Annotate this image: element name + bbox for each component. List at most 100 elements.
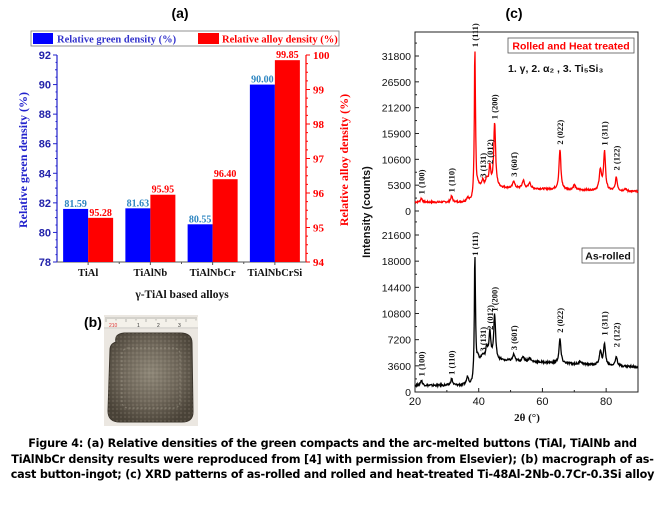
xrd-peak-label: 3 (601̄) xyxy=(509,325,519,350)
y2-tick-label: 97 xyxy=(313,154,325,166)
xrd-y-tick-label: 0 xyxy=(405,206,411,218)
xrd-y-tick-label: 10600 xyxy=(382,154,411,166)
bar-green-density xyxy=(125,208,151,262)
bar-green-density xyxy=(249,84,275,262)
bar-alloy-density xyxy=(212,179,238,262)
y2-tick-label: 99 xyxy=(313,85,325,97)
y2-tick-label: 98 xyxy=(313,119,325,131)
legend-label-alloy: Relative alloy density (%) xyxy=(222,35,338,46)
bar-alloy-density xyxy=(88,217,114,262)
y2-tick-label: 96 xyxy=(313,188,325,200)
bar-green-density xyxy=(63,208,89,262)
xrd-line-heat-treated xyxy=(414,51,639,205)
xrd-line-as-rolled xyxy=(414,256,639,389)
y-tick-label: 88 xyxy=(39,109,51,121)
xrd-peak-label: 1 (200) xyxy=(490,94,500,119)
y-tick-label: 80 xyxy=(39,227,51,239)
y2-tick-label: 100 xyxy=(313,50,330,62)
ruler: 210 1 2 3 xyxy=(104,317,198,329)
panel-a-label: (a) xyxy=(171,5,188,21)
xrd-peak-label: 1 (311) xyxy=(600,311,610,335)
bar-label-alloy: 99.85 xyxy=(276,50,299,61)
xrd-y-tick-label: 31800 xyxy=(382,51,411,63)
xrd-peak-label: 2 (122) xyxy=(611,322,621,347)
figure-caption: Figure 4: (a) Relative densities of the … xyxy=(10,437,655,481)
ruler-mark-2: 2 xyxy=(157,323,160,329)
xrd-peak-label: 3 (131) xyxy=(478,327,488,352)
xrd-peak-label: 1 (111) xyxy=(470,23,480,47)
xrd-y-label: Intensity (counts) xyxy=(361,166,373,258)
xrd-peak-label: 2 (012) xyxy=(485,305,495,330)
xrd-x-label: 2θ (°) xyxy=(514,412,540,424)
panel-b-label: (b) xyxy=(84,314,102,330)
ruler-mark-0: 210 xyxy=(109,323,118,329)
legend-label-green: Relative green density (%) xyxy=(57,35,177,46)
x-tick-label: TiAlNbCr xyxy=(190,268,236,279)
y-tick-label: 86 xyxy=(39,139,51,151)
y-tick-label: 90 xyxy=(39,80,51,92)
xrd-peak-label: 2 (022) xyxy=(555,120,565,145)
xrd-peak-label: 1 (100) xyxy=(416,351,426,376)
legend-swatch-green xyxy=(33,33,53,44)
bar-chart-y2-label: Relative alloy density (%) xyxy=(337,94,351,226)
xrd-y-tick-label: 0 xyxy=(405,387,411,399)
y-tick-label: 78 xyxy=(39,257,51,269)
legend-swatch-alloy xyxy=(198,33,219,44)
xrd-peak-label: 3 (601̄) xyxy=(509,152,519,177)
bar-alloy-density xyxy=(274,60,300,262)
xrd-axes: 20 40 60 80 0 5300 10600 15900 21200 26500 31800 0 3… xyxy=(382,42,639,408)
bar-chart-y-label: Relative green density (%) xyxy=(16,92,30,228)
x-tick-label: TiAlNb xyxy=(134,268,168,279)
bar-chart-x-label: γ-TiAl based alloys xyxy=(134,289,229,301)
xrd-x-tick-label: 60 xyxy=(536,396,548,408)
xrd-y-tick-label: 21600 xyxy=(382,230,411,242)
xrd-x-tick-label: 20 xyxy=(409,396,421,408)
xrd-peak-labels: 1 (100) 1 (110)1 (111)3 (131)2 (012)1 (20… xyxy=(416,23,621,376)
y-tick-label: 92 xyxy=(39,50,51,62)
xrd-peak-label: 1 (110) xyxy=(447,168,457,192)
xrd-y-tick-label: 7200 xyxy=(388,335,412,347)
x-tick-label: TiAlNbCrSi xyxy=(248,268,303,279)
xrd-peak-label: 3 (131) xyxy=(478,153,488,178)
bar-label-alloy: 95.95 xyxy=(152,185,175,196)
bar-label-green: 81.63 xyxy=(127,198,150,209)
ingot-photo: 210 1 2 3 xyxy=(104,315,198,426)
series-label-as-rolled: As-rolled xyxy=(585,251,631,263)
xrd-peak-label: 1 (311) xyxy=(600,121,610,145)
xrd-peak-label: 2 (122) xyxy=(611,145,621,170)
xrd-peak-label: 1 (100) xyxy=(416,169,426,194)
legend-box-heat-treated: Rolled and Heat treated xyxy=(507,37,635,54)
xrd-y-tick-label: 5300 xyxy=(388,180,412,192)
xrd-peak-label: 1 (111) xyxy=(470,232,480,256)
panel-c-label: (c) xyxy=(505,5,522,21)
xrd-y-tick-label: 26500 xyxy=(382,77,411,89)
bar-green-density xyxy=(187,224,213,262)
bar-chart-legend: Relative green density (%) Relative allo… xyxy=(30,30,340,47)
phase-legend: 1. γ, 2. α₂ , 3. Ti₅Si₃ xyxy=(508,63,603,75)
legend-box-as-rolled: As-rolled xyxy=(581,247,635,264)
xrd-plot-frame xyxy=(414,31,639,393)
figure-canvas: (a) Relative green density (%) Relative … xyxy=(16,5,639,426)
xrd-y-tick-label: 15900 xyxy=(382,129,411,141)
y2-tick-label: 94 xyxy=(313,257,325,269)
bar-alloy-density xyxy=(150,194,176,262)
xrd-x-tick-label: 40 xyxy=(473,396,485,408)
bar-label-green: 90.00 xyxy=(251,75,274,86)
xrd-peak-label: 2 (012) xyxy=(485,139,495,164)
xrd-patterns xyxy=(414,51,639,389)
y-tick-label: 84 xyxy=(39,168,52,180)
xrd-y-tick-label: 21200 xyxy=(382,103,411,115)
xrd-y-tick-label: 3600 xyxy=(388,361,412,373)
bar-label-alloy: 95.28 xyxy=(89,208,112,219)
xrd-y-tick-label: 14400 xyxy=(382,282,411,294)
xrd-peak-label: 1 (110) xyxy=(447,350,457,374)
xrd-peak-label: 2 (022) xyxy=(555,308,565,333)
ruler-mark-1: 1 xyxy=(137,323,140,329)
xrd-y-tick-label: 10800 xyxy=(382,309,411,321)
xrd-x-tick-label: 80 xyxy=(600,396,612,408)
series-label-heat-treated: Rolled and Heat treated xyxy=(512,41,629,53)
y-tick-label: 82 xyxy=(39,198,51,210)
bar-label-alloy: 96.40 xyxy=(214,169,237,180)
bar-label-green: 80.55 xyxy=(189,214,212,225)
